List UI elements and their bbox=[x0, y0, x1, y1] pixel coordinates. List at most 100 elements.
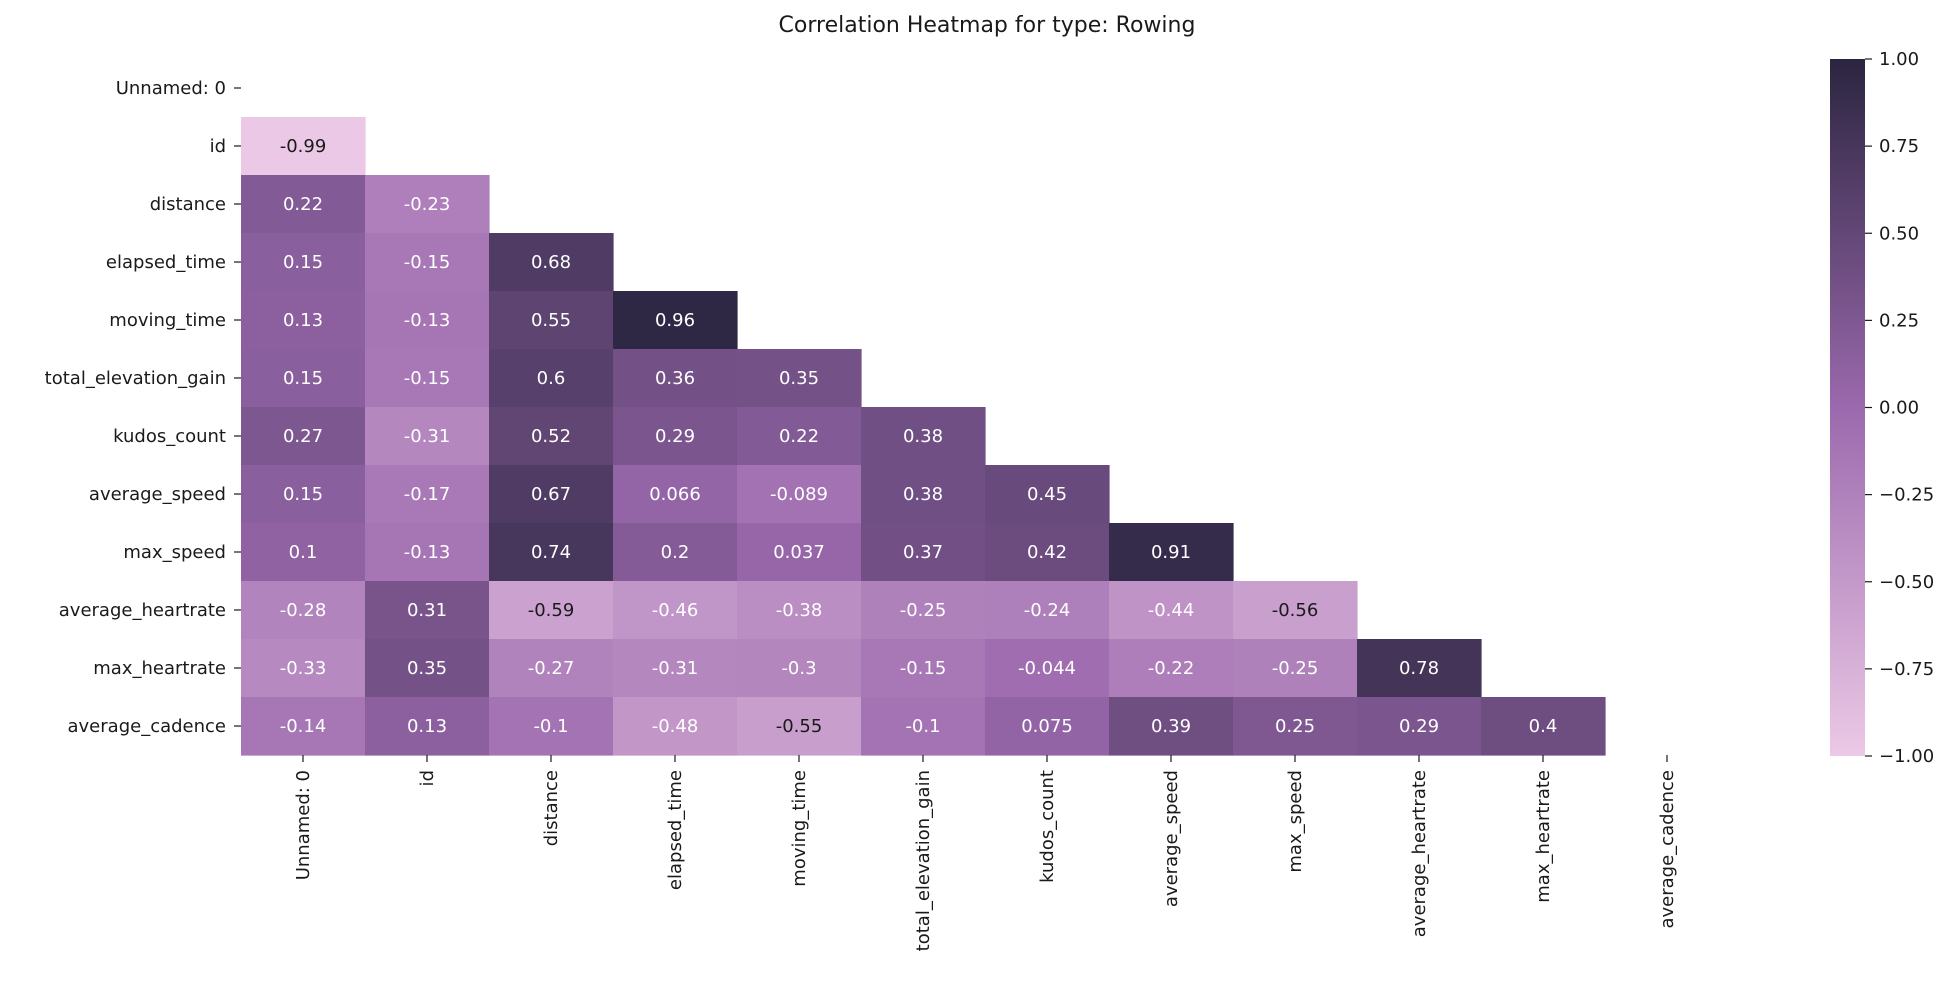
x-tick-label: moving_time bbox=[789, 770, 810, 887]
heatmap-cell bbox=[241, 117, 366, 176]
x-tick-label: average_cadence bbox=[1657, 770, 1678, 929]
cell-value-label: 0.68 bbox=[531, 252, 571, 273]
cell-value-label: 0.74 bbox=[531, 542, 571, 563]
heatmap-cell bbox=[613, 349, 738, 408]
cell-value-label: -0.13 bbox=[404, 542, 451, 563]
heatmap-cell bbox=[489, 697, 614, 756]
heatmap-cell bbox=[1109, 697, 1234, 756]
cell-value-label: 0.066 bbox=[649, 484, 701, 505]
cell-value-label: 0.6 bbox=[537, 368, 566, 389]
cell-value-label: 0.22 bbox=[779, 426, 819, 447]
cell-value-label: 0.1 bbox=[289, 542, 318, 563]
cell-value-label: 0.075 bbox=[1021, 716, 1073, 737]
cell-value-label: 0.96 bbox=[655, 310, 695, 331]
heatmap-cell bbox=[737, 465, 862, 524]
heatmap-cell bbox=[1233, 581, 1358, 640]
y-tick-label: average_cadence bbox=[68, 716, 227, 737]
colorbar-tick-label: 1.00 bbox=[1879, 49, 1919, 70]
heatmap-cell bbox=[241, 349, 366, 408]
y-tick-label: kudos_count bbox=[113, 426, 226, 447]
y-tick-label: average_speed bbox=[89, 484, 226, 505]
y-tick-label: max_heartrate bbox=[93, 658, 226, 679]
colorbar-tick-label: −0.50 bbox=[1879, 572, 1934, 593]
heatmap-cell bbox=[613, 291, 738, 350]
heatmap-cell bbox=[241, 407, 366, 466]
cell-value-label: -0.17 bbox=[404, 484, 451, 505]
x-tick-label: total_elevation_gain bbox=[913, 770, 934, 951]
cell-value-label: 0.37 bbox=[903, 542, 943, 563]
x-tick-label: id bbox=[417, 770, 438, 786]
colorbar-tick-label: 0.50 bbox=[1879, 223, 1919, 244]
heatmap-cell bbox=[241, 581, 366, 640]
heatmap-cell bbox=[365, 639, 490, 698]
heatmap-cell bbox=[1109, 523, 1234, 582]
cell-value-label: -0.31 bbox=[652, 658, 699, 679]
heatmap-cell bbox=[613, 581, 738, 640]
x-tick-label: max_heartrate bbox=[1533, 770, 1554, 903]
cell-value-label: 0.35 bbox=[407, 658, 447, 679]
x-tick-label: distance bbox=[541, 770, 562, 846]
cell-value-label: -0.27 bbox=[528, 658, 575, 679]
heatmap-cell bbox=[985, 523, 1110, 582]
cell-value-label: -0.55 bbox=[776, 716, 823, 737]
heatmap-cell bbox=[365, 175, 490, 234]
cell-value-label: 0.4 bbox=[1529, 716, 1558, 737]
heatmap-cell bbox=[737, 581, 862, 640]
cell-value-label: -0.15 bbox=[404, 368, 451, 389]
x-tick-label: max_speed bbox=[1285, 770, 1306, 873]
cell-value-label: 0.13 bbox=[407, 716, 447, 737]
cell-value-label: -0.46 bbox=[652, 600, 699, 621]
heatmap-cell bbox=[365, 291, 490, 350]
colorbar-tick-label: −0.25 bbox=[1879, 485, 1934, 506]
y-tick-label: elapsed_time bbox=[106, 252, 226, 273]
heatmap-cell bbox=[613, 407, 738, 466]
heatmap-cell bbox=[613, 639, 738, 698]
cell-value-label: 0.55 bbox=[531, 310, 571, 331]
cell-value-label: 0.31 bbox=[407, 600, 447, 621]
y-axis-labels: Unnamed: 0 id distance elapsed_time moving_t… bbox=[45, 78, 241, 737]
y-tick-label: distance bbox=[150, 194, 226, 215]
heatmap-cell bbox=[241, 697, 366, 756]
colorbar-tick-label: 0.00 bbox=[1879, 398, 1919, 419]
heatmap-cell bbox=[241, 291, 366, 350]
heatmap-cell bbox=[365, 697, 490, 756]
cell-value-label: 0.29 bbox=[655, 426, 695, 447]
y-tick-label: Unnamed: 0 bbox=[116, 78, 226, 99]
heatmap-cell bbox=[241, 639, 366, 698]
heatmap-cell bbox=[737, 639, 862, 698]
chart-title: Correlation Heatmap for type: Rowing bbox=[779, 13, 1196, 38]
cell-value-label: 0.39 bbox=[1151, 716, 1191, 737]
cell-value-label: 0.67 bbox=[531, 484, 571, 505]
colorbar-gradient bbox=[1830, 59, 1865, 756]
cell-value-label: -0.31 bbox=[404, 426, 451, 447]
x-tick-label: average_heartrate bbox=[1409, 770, 1430, 937]
cell-value-label: 0.29 bbox=[1399, 716, 1439, 737]
heatmap-cell bbox=[489, 349, 614, 408]
cell-value-label: 0.78 bbox=[1399, 658, 1439, 679]
colorbar-tick-label: −0.75 bbox=[1879, 659, 1934, 680]
colorbar: 1.00 0.75 0.50 0.25 0.00 −0.25 −0.50 −0.75 −1.00 bbox=[1830, 49, 1934, 767]
heatmap-cell bbox=[737, 407, 862, 466]
cell-value-label: 0.2 bbox=[661, 542, 690, 563]
cell-value-label: 0.35 bbox=[779, 368, 819, 389]
heatmap-cell bbox=[489, 639, 614, 698]
x-tick-label: elapsed_time bbox=[665, 770, 686, 890]
heatmap-cell bbox=[489, 291, 614, 350]
cell-value-label: -0.59 bbox=[528, 600, 575, 621]
cell-value-label: 0.27 bbox=[283, 426, 323, 447]
cell-value-label: 0.15 bbox=[283, 484, 323, 505]
colorbar-tick-label: −1.00 bbox=[1879, 746, 1934, 767]
cell-value-label: 0.15 bbox=[283, 368, 323, 389]
cell-value-label: -0.22 bbox=[1148, 658, 1195, 679]
heatmap-cell bbox=[861, 407, 986, 466]
cell-value-label: -0.25 bbox=[900, 600, 947, 621]
heatmap-cell bbox=[613, 697, 738, 756]
cell-value-label: -0.38 bbox=[776, 600, 823, 621]
heatmap-cell bbox=[489, 581, 614, 640]
x-tick-label: average_speed bbox=[1161, 770, 1182, 907]
heatmap-cells: -0.99 0.22 -0.23 0.15 -0.15 0.68 0.13 -0.13 0.55… bbox=[241, 117, 1606, 756]
heatmap-cell bbox=[737, 523, 862, 582]
cell-value-label: 0.45 bbox=[1027, 484, 1067, 505]
